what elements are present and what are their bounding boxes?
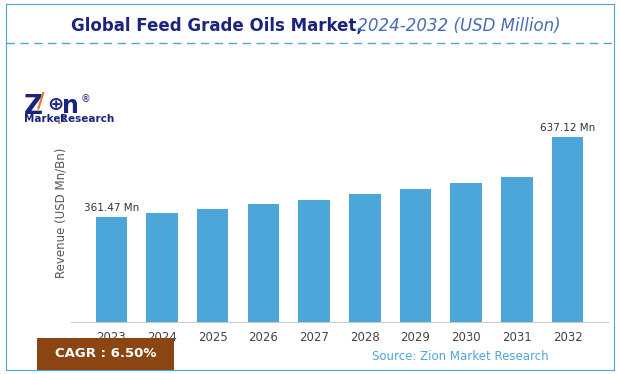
Text: Market: Market xyxy=(24,114,65,124)
Bar xyxy=(248,204,279,322)
Text: CAGR : 6.50%: CAGR : 6.50% xyxy=(55,347,156,360)
Text: .: . xyxy=(57,114,62,127)
Bar xyxy=(552,137,583,322)
Text: Z: Z xyxy=(24,94,43,120)
Text: Source: Zion Market Research: Source: Zion Market Research xyxy=(372,350,549,363)
Text: ⊕: ⊕ xyxy=(47,95,63,114)
Bar xyxy=(501,177,533,322)
Text: Global Feed Grade Oils Market,: Global Feed Grade Oils Market, xyxy=(71,17,363,35)
Y-axis label: Revenue (USD Mn/Bn): Revenue (USD Mn/Bn) xyxy=(54,148,67,278)
Text: 361.47 Mn: 361.47 Mn xyxy=(84,203,139,213)
Bar xyxy=(298,200,330,322)
Text: 2024-2032 (USD Million): 2024-2032 (USD Million) xyxy=(352,17,560,35)
Bar xyxy=(146,214,178,322)
Bar xyxy=(349,194,381,322)
Bar xyxy=(197,209,228,322)
Text: /: / xyxy=(37,92,45,111)
Bar xyxy=(95,217,127,322)
Text: n: n xyxy=(62,94,79,118)
Bar xyxy=(451,183,482,322)
Text: 637.12 Mn: 637.12 Mn xyxy=(540,123,595,133)
Bar xyxy=(400,189,431,322)
Text: ®: ® xyxy=(81,94,91,104)
Text: Research: Research xyxy=(60,114,114,124)
